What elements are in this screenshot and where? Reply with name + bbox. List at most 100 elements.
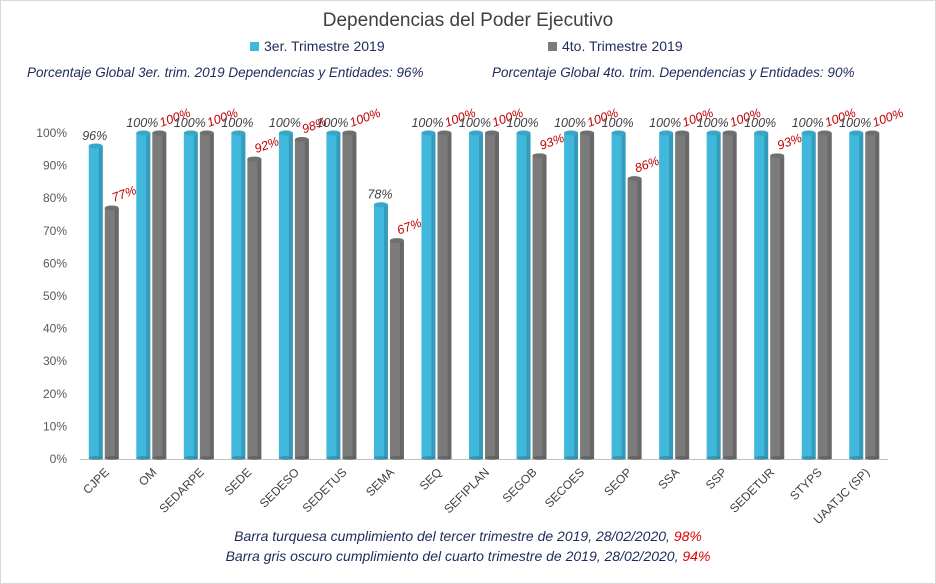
bar-base <box>373 456 388 460</box>
data-label-q3: 100% <box>554 116 586 130</box>
bar-base <box>516 456 531 460</box>
bar-base <box>199 456 214 460</box>
y-tick-label: 20% <box>43 387 67 401</box>
bar-base <box>675 456 690 460</box>
bar-cap <box>485 130 499 136</box>
footer-value-q3: 98% <box>673 528 702 544</box>
bar-base <box>342 456 357 460</box>
y-tick-label: 60% <box>43 256 67 270</box>
bar-base <box>627 456 642 460</box>
y-tick-label: 30% <box>43 354 67 368</box>
data-label-q3: 100% <box>839 116 871 130</box>
bar-cap <box>706 130 721 136</box>
bar-shade <box>542 155 547 459</box>
data-label-q3: 100% <box>697 116 729 130</box>
bar-cap <box>770 153 785 159</box>
bar-cap <box>389 238 404 244</box>
bar-shade <box>241 133 246 459</box>
data-label-q4: 67% <box>395 216 423 238</box>
data-label-q4: 86% <box>633 154 661 176</box>
bar-cap <box>199 130 214 136</box>
bar-cap <box>326 130 341 136</box>
bar-cap <box>88 143 103 149</box>
data-label-q3: 100% <box>744 116 776 130</box>
y-tick-label: 100% <box>36 126 67 140</box>
bar-cap <box>342 130 357 136</box>
x-category-label: STYPS <box>787 465 825 503</box>
bar-shade <box>162 133 167 459</box>
x-category-label: CJPE <box>80 465 112 497</box>
bar-shade <box>146 133 151 459</box>
bar-cap <box>817 130 832 136</box>
data-label-q4: 77% <box>110 183 138 205</box>
data-label-q3: 100% <box>316 116 348 130</box>
data-label-q3: 96% <box>82 129 107 143</box>
bar-base <box>152 456 167 460</box>
bar-shade <box>716 133 721 459</box>
data-label-q3: 100% <box>411 116 443 130</box>
x-category-label: SEDESO <box>257 465 302 510</box>
footer-text-q3: Barra turquesa cumplimiento del tercer t… <box>234 528 670 544</box>
bar-shade <box>114 207 119 459</box>
bar-cap <box>611 130 626 136</box>
data-label-q3: 100% <box>507 116 539 130</box>
bar-cap <box>532 153 547 159</box>
bar-cap <box>801 130 816 136</box>
bar-shade <box>780 155 785 459</box>
bar-shade <box>526 133 531 459</box>
bar-base <box>659 456 674 460</box>
data-label-q3: 100% <box>126 116 158 130</box>
legend-item-q4: 4to. Trimestre 2019 <box>548 38 683 54</box>
data-label-q4: 100% <box>870 106 905 130</box>
bar-cap <box>183 130 198 136</box>
bar-cap <box>247 156 262 162</box>
data-label-q4: 93% <box>775 131 803 153</box>
bar-base <box>389 456 404 460</box>
data-label-q3: 78% <box>367 188 392 202</box>
footer-line-q3: Barra turquesa cumplimiento del tercer t… <box>0 528 936 544</box>
bar-shade <box>637 178 642 459</box>
x-category-label: SEMA <box>363 465 397 499</box>
bar-cap <box>278 130 293 136</box>
bar-cap <box>294 137 309 143</box>
chart-title: Dependencias del Poder Ejecutivo <box>322 10 614 31</box>
y-tick-label: 10% <box>43 419 67 433</box>
x-category-label: SEDE <box>221 465 254 498</box>
bar-base <box>817 456 832 460</box>
legend-label-q4: 4to. Trimestre 2019 <box>562 38 683 54</box>
footer-line-q4: Barra gris oscuro cumplimiento del cuart… <box>0 548 936 564</box>
x-category-label: SSP <box>703 465 730 492</box>
bar-base <box>770 456 785 460</box>
bar-base <box>421 456 436 460</box>
bar-base <box>801 456 816 460</box>
x-category-label: SEQ <box>417 465 445 493</box>
bar-shade <box>431 133 436 459</box>
bar-cap <box>231 130 246 136</box>
bar-shade <box>98 146 103 460</box>
y-tick-label: 70% <box>43 224 67 238</box>
bar-cap <box>865 130 880 136</box>
legend-label-q3: 3er. Trimestre 2019 <box>264 38 385 54</box>
bar-shade <box>352 133 357 459</box>
x-category-label: SEOP <box>601 465 634 498</box>
x-category-label: OM <box>136 465 160 489</box>
x-category-label: SECOES <box>542 465 587 510</box>
bar-shade <box>447 133 452 459</box>
footer-value-q4: 94% <box>682 548 711 564</box>
bar-shade <box>288 133 293 459</box>
bar-base <box>865 456 880 460</box>
data-label-q3: 100% <box>269 116 301 130</box>
bar-base <box>247 456 262 460</box>
bar-shade <box>304 139 309 459</box>
legend-swatch-q3 <box>250 41 259 51</box>
bar-cap <box>516 130 531 136</box>
bar-shade <box>764 133 769 459</box>
bar-cap <box>580 130 595 136</box>
bar-shade <box>590 133 595 459</box>
bar-shade <box>479 133 483 459</box>
bar-base <box>564 456 579 460</box>
x-category-label: SEGOB <box>500 465 540 505</box>
bar-base <box>326 456 341 460</box>
bar-shade <box>875 133 880 459</box>
